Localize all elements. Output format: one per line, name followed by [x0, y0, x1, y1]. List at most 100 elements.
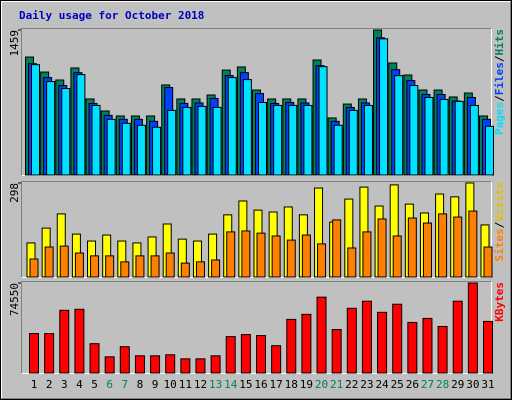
bar [483, 320, 493, 374]
bar [210, 355, 221, 374]
bar [424, 96, 434, 176]
x-tick-label: 18 [285, 378, 298, 391]
bar [331, 329, 342, 374]
bar [363, 104, 373, 176]
bar [407, 321, 418, 374]
bar [346, 307, 357, 374]
legend: Sites/Visits [493, 182, 506, 262]
bar [167, 109, 177, 176]
bar [44, 333, 55, 374]
bar [348, 109, 358, 176]
x-tick-label: 28 [436, 378, 449, 391]
x-tick-label: 21 [330, 378, 343, 391]
x-tick-label: 5 [91, 378, 98, 391]
bar [392, 235, 402, 278]
legend-separator: / [493, 95, 506, 102]
legend-separator: / [493, 221, 506, 228]
bar [44, 246, 54, 278]
bar [134, 355, 145, 374]
bar [241, 230, 251, 278]
bar [59, 245, 69, 278]
bar [150, 355, 161, 374]
bar [317, 243, 327, 278]
x-tick-label: 31 [481, 378, 494, 391]
bar [483, 246, 493, 278]
bar [286, 239, 296, 278]
bar [120, 261, 130, 278]
x-tick-label: 17 [270, 378, 283, 391]
bar [273, 104, 283, 176]
x-tick-label: 11 [179, 378, 192, 391]
bar [256, 335, 266, 374]
bar [316, 296, 327, 374]
bar [407, 217, 417, 278]
bar [409, 85, 419, 176]
y-tick-label: 1459 [8, 30, 21, 57]
x-tick-label: 22 [345, 378, 358, 391]
bar [240, 334, 251, 374]
bar [422, 317, 433, 374]
bar [225, 336, 236, 374]
bar [394, 75, 404, 176]
plot-bevel [21, 28, 492, 176]
bar [91, 104, 101, 176]
bar [105, 255, 115, 278]
bar [119, 346, 130, 374]
bar [452, 300, 463, 374]
bar [106, 118, 116, 176]
bar [469, 104, 479, 176]
bar [377, 311, 388, 374]
bar [46, 81, 56, 176]
x-tick-label: 6 [106, 378, 113, 391]
legend-separator: / [493, 55, 506, 62]
bar [195, 261, 205, 278]
bar [29, 333, 39, 374]
legend-entry: Pages [493, 102, 506, 135]
legend-entry: KBytes [493, 282, 506, 322]
x-tick-label: 30 [466, 378, 479, 391]
bar [379, 38, 389, 176]
bar [438, 213, 448, 278]
bar [31, 64, 40, 176]
bar [377, 218, 387, 278]
legend: KBytes [493, 282, 506, 322]
bar [226, 231, 236, 278]
x-tick-label: 26 [406, 378, 419, 391]
bar [485, 125, 494, 176]
legend: Pages/Files/Hits [493, 29, 506, 135]
legend-entry: Hits [493, 29, 506, 56]
x-tick-label: 13 [209, 378, 222, 391]
bar [211, 259, 221, 278]
bar [288, 104, 298, 176]
bar [135, 255, 145, 278]
x-tick-label: 25 [391, 378, 404, 391]
bar [76, 74, 86, 176]
bar [74, 308, 85, 374]
x-tick-label: 14 [224, 378, 238, 391]
bar [182, 106, 192, 176]
x-tick-label: 9 [152, 378, 159, 391]
bar [74, 252, 84, 278]
x-tick-label: 2 [46, 378, 53, 391]
chart-title: Daily usage for October 2018 [19, 9, 204, 22]
bar [104, 356, 115, 374]
bar [271, 235, 281, 278]
bar [347, 247, 357, 278]
bar [467, 282, 478, 374]
bar [256, 232, 266, 278]
bar [29, 258, 39, 278]
x-tick-label: 27 [421, 378, 434, 391]
bar [197, 105, 207, 176]
y-tick-label: 298 [8, 183, 21, 203]
x-tick-label: 12 [194, 378, 207, 391]
bar [362, 231, 372, 278]
legend-entry: Sites [493, 228, 506, 261]
bar [258, 101, 267, 176]
bar [439, 98, 449, 176]
bar [89, 343, 100, 374]
bar [301, 234, 311, 278]
legend-entry: Files [493, 62, 506, 95]
bar [242, 79, 252, 176]
bar [165, 252, 175, 278]
x-tick-label: 7 [121, 378, 128, 391]
